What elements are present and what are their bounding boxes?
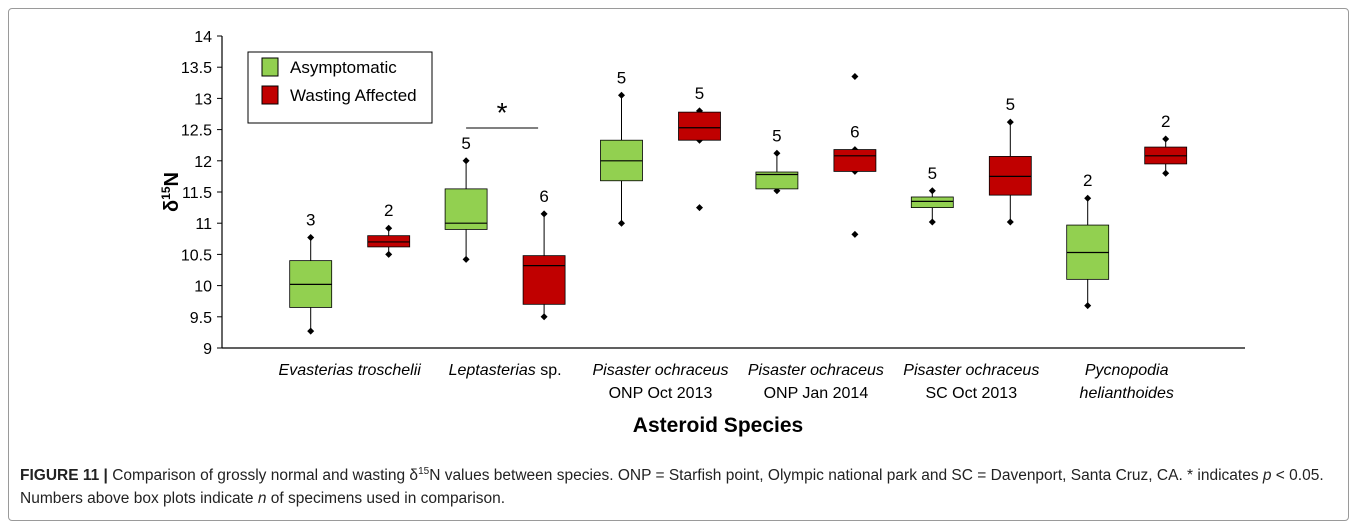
whisker-high	[928, 187, 936, 195]
x-axis-label: Asteroid Species	[633, 414, 803, 437]
n-label: 6	[539, 187, 548, 206]
legend-label: Wasting Affected	[290, 86, 417, 105]
y-tick-label: 9	[203, 341, 212, 358]
box	[367, 235, 411, 248]
y-tick-label: 13.5	[181, 60, 212, 77]
box	[910, 196, 954, 209]
y-tick-label: 11	[195, 216, 212, 233]
outlier	[851, 73, 859, 81]
legend-label: Asymptomatic	[290, 58, 397, 77]
whisker-low	[1006, 218, 1014, 226]
caption: FIGURE 11 | Comparison of grossly normal…	[20, 460, 1330, 510]
whisker-high	[1084, 194, 1092, 202]
n-label: 2	[1083, 171, 1092, 190]
n-label: 6	[850, 123, 859, 142]
chart: 9 9.5 10 10.5 11 11.5 12 12.5 13 13.5 14 δ15N Astero…	[159, 29, 1245, 437]
whisker-low	[928, 218, 936, 226]
caption-plain: < 0.05. Numbers above box plots indicate	[20, 467, 1324, 508]
x-tick-label-line2: ONP Jan 2014	[764, 385, 869, 402]
y-axis-label: δ15N	[159, 172, 183, 212]
figure-frame	[8, 8, 1349, 521]
whisker-high	[773, 149, 781, 157]
n-label: 5	[695, 84, 704, 103]
whisker-high	[1162, 135, 1170, 143]
legend-swatch	[261, 57, 279, 77]
caption-italic: n	[257, 490, 267, 508]
box	[678, 111, 721, 141]
whisker-low	[540, 313, 548, 321]
caption-bold: FIGURE 11 |	[20, 467, 113, 485]
box	[988, 156, 1032, 196]
x-tick-label: Pisaster ochraceus	[748, 362, 884, 379]
category-genus: Pisaster ochraceus	[903, 362, 1039, 379]
y-tick-label: 10	[194, 279, 212, 296]
n-label: 2	[384, 201, 393, 220]
n-label: 2	[1161, 112, 1170, 131]
y-tick-label: 10.5	[181, 247, 212, 264]
box	[833, 149, 877, 172]
significance-marker: *	[497, 97, 508, 128]
category-genus: Leptasterias	[449, 362, 536, 379]
caption-plain: N values between species. ONP = Starfish…	[429, 467, 1263, 485]
n-label: 5	[1006, 95, 1015, 114]
x-tick-label: Pisaster ochraceus	[592, 362, 728, 379]
category-genus: Evasterias troschelii	[279, 362, 422, 379]
n-label: 5	[617, 68, 626, 87]
whisker-high	[307, 234, 315, 242]
x-tick-label: Pycnopodia	[1085, 362, 1169, 379]
x-tick-label-line2: SC Oct 2013	[925, 385, 1017, 402]
n-label: 5	[461, 134, 470, 153]
whisker-high	[462, 157, 470, 165]
x-tick-label-line2: ONP Oct 2013	[609, 385, 713, 402]
box	[755, 171, 799, 190]
legend-swatch	[261, 85, 279, 105]
whisker-high	[1006, 118, 1014, 126]
y-label-element: N	[161, 172, 183, 186]
y-tick-label: 13	[194, 91, 212, 108]
whisker-low	[385, 250, 393, 258]
x-tick-label: Pisaster ochraceus	[903, 362, 1039, 379]
n-label: 5	[772, 126, 781, 145]
y-tick-label: 9.5	[190, 310, 212, 327]
category-suffix: sp.	[536, 362, 562, 379]
category-genus: Pisaster ochraceus	[592, 362, 728, 379]
legend-box	[247, 51, 433, 124]
whisker-low	[1084, 302, 1092, 310]
whisker-low	[462, 255, 470, 263]
caption-plain: of specimens used in comparison.	[266, 490, 506, 508]
y-tick-label: 11.5	[182, 185, 212, 202]
category-genus: Pisaster ochraceus	[748, 362, 884, 379]
whisker-low	[307, 327, 315, 335]
outlier	[851, 230, 859, 238]
caption-italic: p	[1262, 467, 1272, 485]
x-tick-label-line2: helianthoides	[1080, 385, 1174, 402]
category-genus: Pycnopodia	[1085, 362, 1169, 379]
caption-sup: 15	[418, 466, 430, 477]
whisker-high	[618, 91, 625, 99]
whisker-high	[540, 210, 548, 218]
x-tick-label: Evasterias troschelii	[279, 362, 422, 379]
x-tick-label: Leptasterias sp.	[449, 362, 562, 379]
whisker-low	[618, 219, 625, 227]
n-label: 5	[928, 164, 937, 183]
y-label-symbol: δ	[161, 200, 183, 212]
y-tick-label: 12.5	[181, 123, 212, 140]
whisker-low	[1162, 169, 1170, 177]
whisker-high	[385, 224, 393, 232]
y-tick-label: 14	[194, 29, 212, 46]
n-label: 3	[306, 211, 315, 230]
y-tick-label: 12	[194, 154, 212, 171]
outlier	[696, 204, 703, 212]
y-label-sup: 15	[159, 186, 173, 200]
caption-plain: Comparison of grossly normal and wasting…	[112, 467, 419, 485]
box	[522, 255, 566, 305]
